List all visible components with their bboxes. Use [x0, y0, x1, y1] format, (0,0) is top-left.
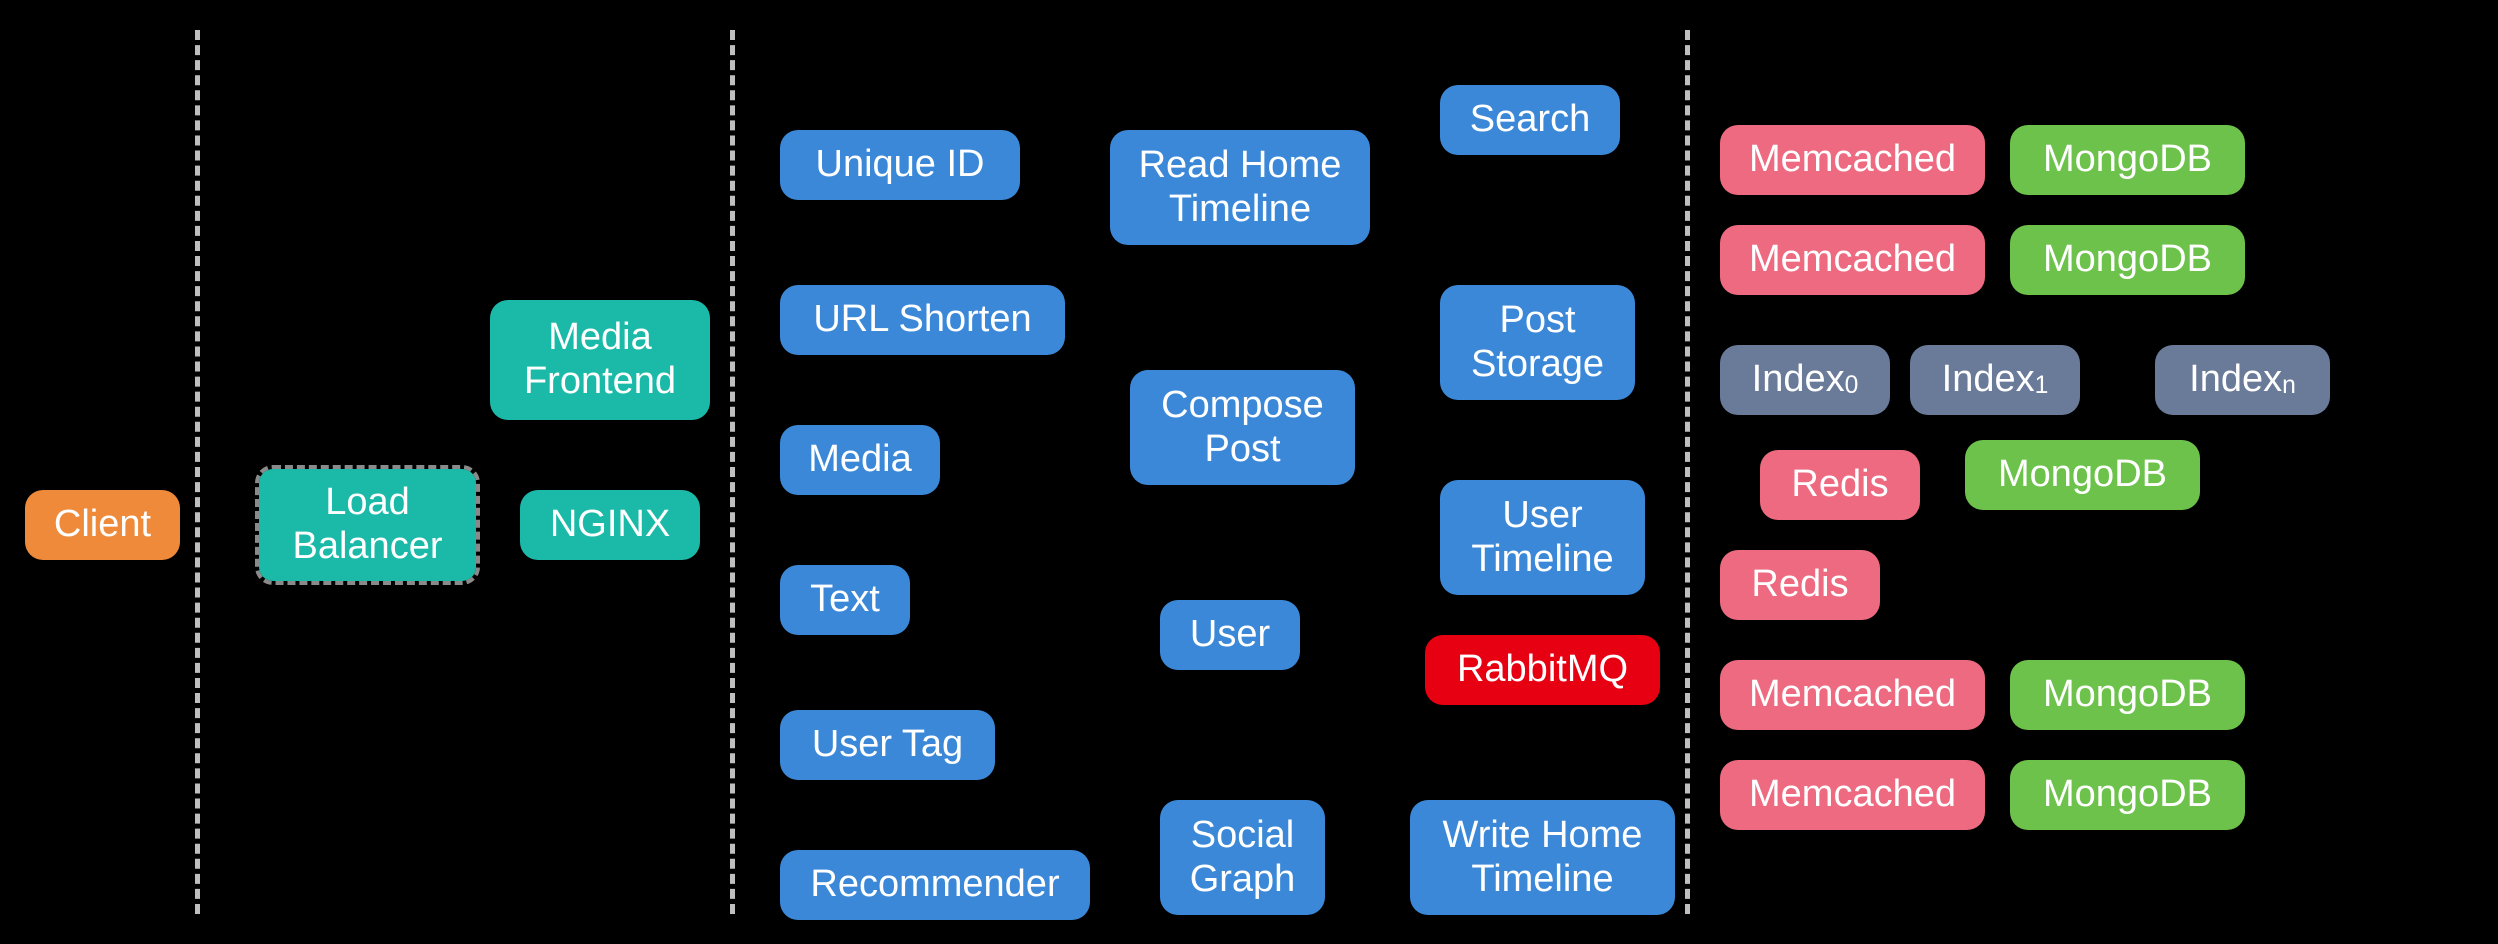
node-subscript: 0: [1845, 372, 1859, 400]
node-mongodb-2: MongoDB: [2010, 225, 2245, 295]
node-index-1: Index1: [1910, 345, 2080, 415]
node-client: Client: [25, 490, 180, 560]
node-user-tag: User Tag: [780, 710, 995, 780]
node-search: Search: [1440, 85, 1620, 155]
node-post-storage: Post Storage: [1440, 285, 1635, 400]
node-social-graph: Social Graph: [1160, 800, 1325, 915]
node-unique-id: Unique ID: [780, 130, 1020, 200]
node-index-n: Indexn: [2155, 345, 2330, 415]
node-rabbitmq: RabbitMQ: [1425, 635, 1660, 705]
node-url-shorten: URL Shorten: [780, 285, 1065, 355]
node-memcached-2: Memcached: [1720, 225, 1985, 295]
node-memcached-4: Memcached: [1720, 760, 1985, 830]
node-load-balancer: Load Balancer: [255, 465, 480, 585]
node-memcached-3: Memcached: [1720, 660, 1985, 730]
node-mongodb-4: MongoDB: [2010, 660, 2245, 730]
node-index-0: Index0: [1720, 345, 1890, 415]
node-redis-1: Redis: [1760, 450, 1920, 520]
node-read-home-tl: Read Home Timeline: [1110, 130, 1370, 245]
node-redis-2: Redis: [1720, 550, 1880, 620]
node-label: Index: [1752, 358, 1845, 402]
node-text: Text: [780, 565, 910, 635]
node-mongodb-5: MongoDB: [2010, 760, 2245, 830]
diagram-canvas: { "canvas": { "width": 2498, "height": 9…: [0, 0, 2498, 944]
node-mongodb-1: MongoDB: [2010, 125, 2245, 195]
node-nginx: NGINX: [520, 490, 700, 560]
node-user-timeline: User Timeline: [1440, 480, 1645, 595]
divider-1: [195, 30, 200, 914]
node-label: Index: [2189, 358, 2282, 402]
node-memcached-1: Memcached: [1720, 125, 1985, 195]
node-user: User: [1160, 600, 1300, 670]
divider-3: [1685, 30, 1690, 914]
node-subscript: n: [2282, 372, 2296, 400]
node-media-frontend: Media Frontend: [490, 300, 710, 420]
node-compose-post: Compose Post: [1130, 370, 1355, 485]
node-mongodb-3: MongoDB: [1965, 440, 2200, 510]
node-write-home-tl: Write Home Timeline: [1410, 800, 1675, 915]
node-subscript: 1: [2035, 372, 2049, 400]
node-media: Media: [780, 425, 940, 495]
divider-2: [730, 30, 735, 914]
node-label: Index: [1942, 358, 2035, 402]
node-recommender: Recommender: [780, 850, 1090, 920]
